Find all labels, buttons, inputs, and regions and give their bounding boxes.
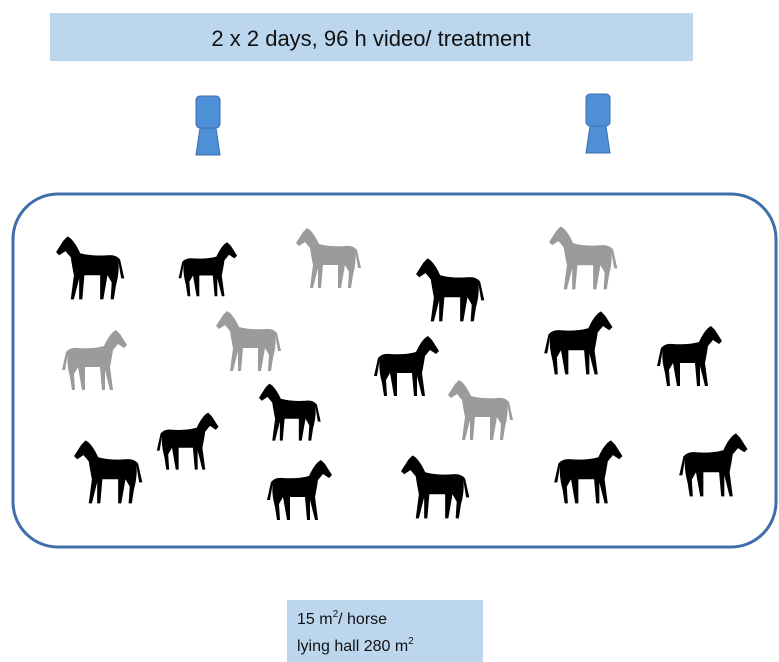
horse [657, 326, 722, 386]
horse [56, 236, 124, 299]
horse [179, 242, 238, 296]
camera [196, 96, 220, 155]
horse [448, 380, 513, 440]
note-text: / horse [338, 611, 387, 628]
horse [259, 384, 321, 441]
horse [401, 455, 469, 518]
horse [267, 460, 332, 520]
horse [554, 440, 622, 503]
note-sup: 2 [408, 636, 414, 647]
note-line: lying hall 280 m2 [297, 636, 414, 655]
horse [416, 258, 484, 321]
horse [74, 440, 142, 503]
horse [216, 311, 281, 371]
horse [679, 433, 747, 496]
diagram: 2 x 2 days, 96 h video/ treatment 15 m2/… [0, 0, 779, 662]
note-line: 15 m2/ horse [297, 609, 387, 628]
horses [56, 226, 747, 520]
note-text: 15 m [297, 611, 333, 628]
horse [62, 330, 127, 390]
horse [544, 311, 612, 374]
horse [296, 228, 361, 288]
note-text: lying hall 280 m [297, 638, 408, 655]
horse [549, 226, 617, 289]
horse [374, 336, 439, 396]
horse [157, 413, 219, 470]
header-title: 2 x 2 days, 96 h video/ treatment [211, 26, 530, 51]
camera [586, 94, 610, 153]
